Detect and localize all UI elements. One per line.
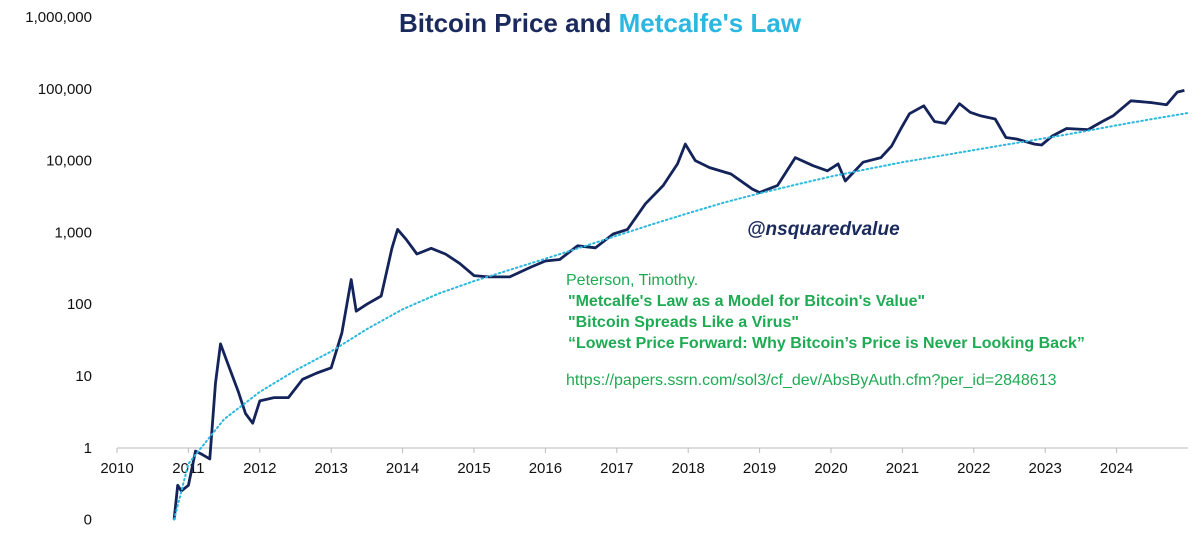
y-tick-label: 1,000,000 — [25, 9, 92, 26]
x-axis: 2010 2011 2012 2013 2014 2015 2016 2017 2018 2019… — [100, 448, 1133, 477]
x-tick-label: 2017 — [600, 460, 633, 477]
x-tick-label: 2016 — [529, 460, 562, 477]
x-tick-label: 2019 — [743, 460, 776, 477]
title-part-1: Bitcoin — [398, 8, 488, 38]
x-tick-label: 2015 — [457, 460, 490, 477]
x-tick-label: 2023 — [1029, 460, 1062, 477]
reference-title-1: "Metcalfe's Law as a Model for Bitcoin's… — [568, 293, 926, 310]
title-part-2: Price and — [494, 8, 612, 38]
y-tick-label: 10,000 — [46, 153, 92, 170]
x-tick-label: 2021 — [886, 460, 919, 477]
y-tick-label: 0 — [84, 512, 92, 529]
y-tick-label: 100,000 — [38, 81, 92, 98]
title-part-3: Metcalfe's Law — [618, 8, 802, 38]
reference-author: Peterson, Timothy. — [566, 272, 699, 289]
reference-title-2: "Bitcoin Spreads Like a Virus" — [568, 314, 799, 331]
references-block: Peterson, Timothy. "Metcalfe's Law as a … — [566, 270, 1085, 390]
x-tick-label: 2022 — [957, 460, 990, 477]
y-tick-label: 1,000 — [54, 224, 92, 241]
x-tick-label: 2014 — [386, 460, 419, 477]
y-tick-label: 10 — [75, 368, 92, 385]
x-tick-label: 2020 — [814, 460, 847, 477]
x-tick-label: 2024 — [1100, 460, 1133, 477]
chart-title: Bitcoin Price and Metcalfe's Law — [0, 8, 1200, 39]
x-tick-label: 2012 — [243, 460, 276, 477]
series-line-price — [172, 89, 1185, 520]
x-tick-label: 2011 — [172, 460, 204, 477]
series-group — [172, 89, 1189, 521]
y-tick-label: 1 — [84, 440, 92, 457]
reference-title-3: “Lowest Price Forward: Why Bitcoin’s Pri… — [568, 335, 1085, 352]
series-line-metcalfe — [173, 112, 1189, 521]
y-tick-label: 100 — [67, 296, 92, 313]
x-tick-label: 2013 — [315, 460, 348, 477]
twitter-handle: @nsquaredvalue — [747, 219, 900, 240]
x-tick-label: 2010 — [100, 460, 133, 477]
x-tick-label: 2018 — [672, 460, 705, 477]
reference-url[interactable]: https://papers.ssrn.com/sol3/cf_dev/AbsB… — [566, 372, 1057, 389]
